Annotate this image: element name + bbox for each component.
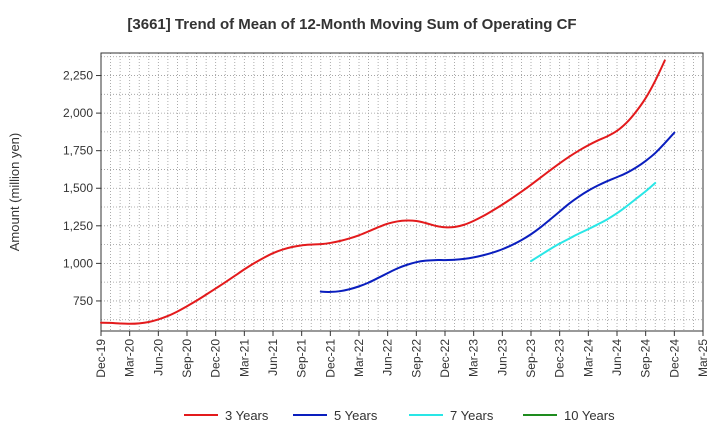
chart-title: [3661] Trend of Mean of 12-Month Moving …: [127, 16, 576, 33]
x-tick-label: Mar-21: [237, 339, 251, 377]
x-tick-label: Dec-23: [553, 339, 567, 378]
x-tick-label: Mar-23: [467, 339, 481, 377]
legend-label-7-years: 7 Years: [450, 408, 494, 423]
legend-label-10-years: 10 Years: [564, 408, 615, 423]
x-tick-label: Dec-24: [667, 339, 681, 378]
x-tick-label: Jun-22: [381, 339, 395, 376]
legend: 3 Years 5 Years 7 Years 10 Years: [184, 408, 615, 423]
plot-area: 750 1,000 1,250 1,500 1,750 2,000 2,250 Dec-19 M…: [63, 52, 710, 378]
x-tick-label: Jun-24: [610, 339, 624, 376]
series-line-5-years: [319, 131, 676, 293]
x-tick-label: Mar-25: [696, 339, 710, 377]
x-tick-label: Jun-20: [151, 339, 165, 376]
y-tick-label: 1,500: [63, 181, 93, 195]
x-tick-label: Dec-19: [94, 339, 108, 378]
legend-label-3-years: 3 Years: [225, 408, 269, 423]
plot-background: [101, 53, 703, 331]
x-tick-label: Dec-21: [323, 339, 337, 378]
legend-label-5-years: 5 Years: [334, 408, 378, 423]
x-tick-label: Mar-22: [352, 339, 366, 377]
x-tick-label: Sep-22: [409, 339, 423, 378]
y-axis-title: Amount (million yen): [7, 133, 22, 252]
x-tick-label: Mar-20: [123, 339, 137, 377]
series-line-3-years: [100, 59, 666, 325]
x-tick-label: Sep-21: [295, 339, 309, 378]
x-tick-label: Jun-21: [266, 339, 280, 376]
y-tick-label: 1,750: [63, 144, 93, 158]
x-tick-label: Sep-23: [524, 339, 538, 378]
y-tick-label: 1,250: [63, 219, 93, 233]
y-tick-label: 2,000: [63, 106, 93, 120]
y-tick-label: 1,000: [63, 256, 93, 270]
x-tick-label: Mar-24: [581, 339, 595, 377]
series-line-7-years: [530, 181, 657, 263]
x-tick-label: Sep-24: [639, 339, 653, 378]
x-tick-label: Dec-22: [438, 339, 452, 378]
y-tick-label: 750: [73, 294, 93, 308]
x-tick-label: Dec-20: [209, 339, 223, 378]
x-tick-label: Jun-23: [495, 339, 509, 376]
x-tick-label: Sep-20: [180, 339, 194, 378]
plot-frame: [100, 52, 704, 332]
y-tick-label: 2,250: [63, 69, 93, 83]
